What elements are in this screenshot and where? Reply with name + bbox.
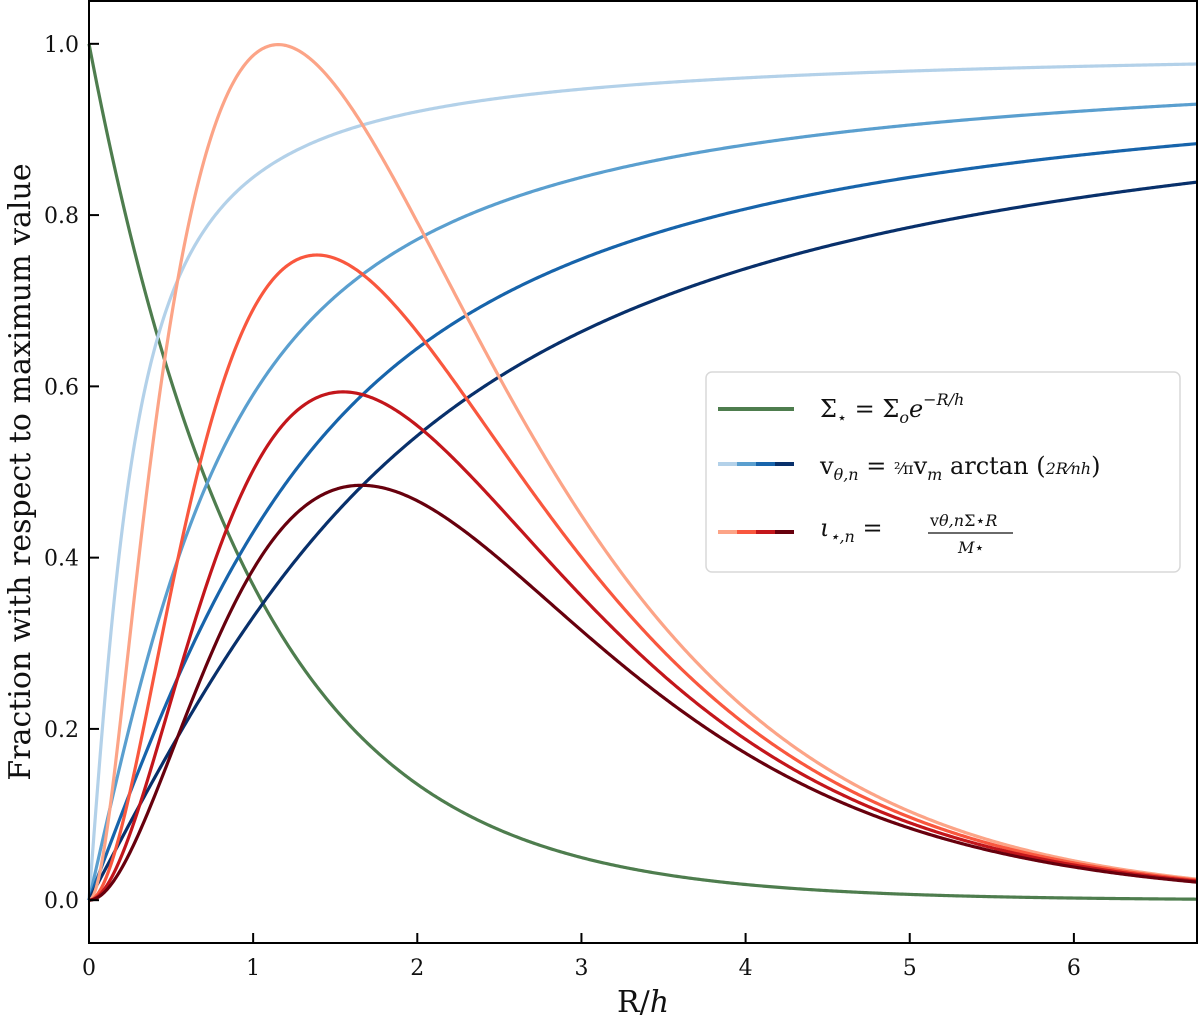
legend-label-iota: ι⋆,n =: [820, 514, 883, 546]
curve-v-theta-n-0-5: [87, 62, 1198, 901]
y-tick-label: 0.2: [44, 718, 79, 743]
x-tick-label: 5: [903, 956, 917, 981]
y-tick-label: 0.6: [44, 375, 79, 400]
curve-sigma-star: [87, 43, 1198, 901]
x-tick-label: 4: [739, 956, 753, 981]
plot-curves: [87, 43, 1198, 902]
legend-box: [705, 371, 1181, 573]
x-tick-label: 0: [82, 956, 96, 981]
legend-label-sigma: Σ⋆ = Σoe−R/h: [820, 390, 964, 427]
y-tick-label: 0.4: [44, 547, 79, 572]
y-tick-label: 0.0: [44, 889, 79, 914]
x-tick-label: 6: [1067, 956, 1081, 981]
curve-iota-n-1-5: [88, 253, 1198, 902]
legend-swatches: [718, 407, 794, 534]
curve-v-theta-n-2-5: [87, 142, 1198, 901]
legend: Σ⋆ = Σoe−R/h vθ,n = ²⁄πvm arctan (2R⁄nh)…: [705, 371, 1181, 573]
curve-iota-n-2-5: [88, 390, 1198, 902]
legend-iota-denominator: M⋆: [957, 538, 984, 557]
curve-iota-n-3-5: [88, 483, 1198, 902]
curve-v-theta-n-1-5: [87, 102, 1198, 901]
x-axis-ticks: 0 1 2 3 4 5 6: [82, 933, 1081, 981]
x-tick-label: 3: [574, 956, 588, 981]
x-tick-label: 2: [410, 956, 424, 981]
y-axis-ticks: 0.0 0.2 0.4 0.6 0.8 1.0: [44, 33, 99, 914]
y-tick-label: 1.0: [44, 33, 79, 58]
legend-label-velocity: vθ,n = ²⁄πvm arctan (2R⁄nh): [819, 452, 1100, 484]
y-axis-label: Fraction with respect to maximum value: [3, 163, 38, 780]
x-axis-label: R/h: [617, 985, 669, 1020]
x-tick-label: 1: [246, 956, 260, 981]
curve-iota-n-0-5: [88, 43, 1198, 902]
curve-v-theta-n-3-5: [87, 180, 1198, 901]
plot-frame: [88, 0, 1198, 944]
legend-iota-numerator: vθ,nΣ⋆R: [929, 511, 997, 530]
y-tick-label: 0.8: [44, 204, 79, 229]
